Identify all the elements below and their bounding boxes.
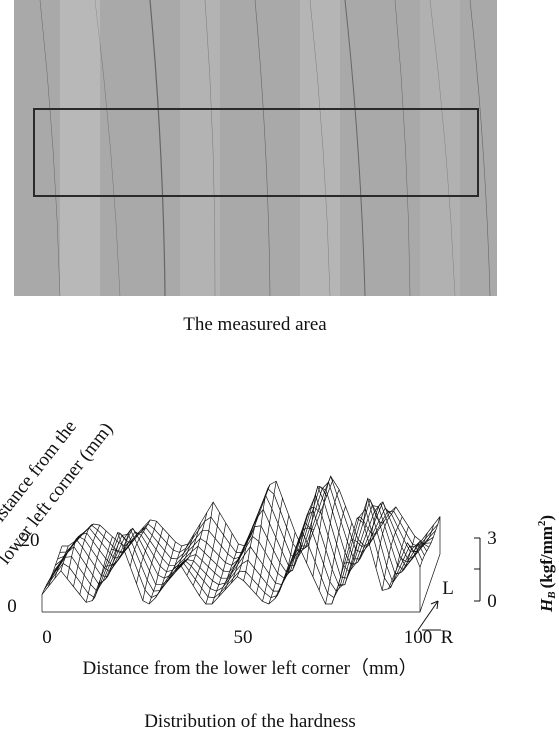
mesh-line	[180, 522, 201, 566]
mesh-line	[325, 506, 346, 605]
wood-grain	[394, 0, 411, 297]
mesh-line	[362, 498, 384, 524]
wood-photo	[14, 0, 497, 297]
photo-background	[14, 0, 497, 296]
mesh-line	[312, 475, 334, 577]
mesh-line	[186, 512, 208, 576]
mesh-line	[331, 522, 353, 605]
wood-grain	[204, 0, 216, 297]
mesh-line	[413, 524, 435, 553]
mesh-line	[224, 545, 246, 591]
mesh-line	[60, 535, 82, 571]
z-symbol: H	[537, 598, 556, 613]
mesh-line	[155, 541, 176, 599]
mesh-line	[356, 516, 378, 535]
mesh-line	[211, 533, 233, 605]
mesh-line	[230, 535, 252, 584]
wood-grain	[94, 0, 121, 297]
mesh-line	[407, 532, 428, 553]
wood-grain	[469, 0, 491, 297]
caption: The measured area	[183, 314, 327, 335]
wood-shade	[180, 0, 220, 296]
z-tick-label: 0	[487, 591, 497, 612]
wood-grain	[344, 0, 366, 297]
z-subscript: B	[546, 591, 558, 599]
x-axis-label: Distance from the lower left corner（mm）	[82, 657, 417, 679]
mesh-line	[338, 539, 359, 587]
x-tick-label: 50	[234, 627, 253, 648]
mesh-line	[419, 516, 441, 568]
wood-shade	[420, 0, 460, 296]
mesh-line	[281, 545, 302, 586]
arrow	[417, 600, 439, 631]
hardness-surface	[41, 475, 441, 613]
mesh-line	[243, 501, 264, 581]
direction-label: L	[442, 578, 454, 599]
mesh-line	[123, 526, 145, 550]
mesh-line	[199, 512, 220, 596]
wood-grain	[254, 0, 271, 297]
z-axis-label: HB (kgf/mm2)	[536, 515, 558, 613]
mesh-line	[148, 534, 170, 605]
arrow-head	[430, 600, 439, 610]
caption: Distribution of the hardness	[144, 711, 356, 732]
mesh-line	[274, 532, 296, 599]
mesh-line	[142, 528, 164, 601]
mesh-line	[381, 516, 403, 591]
mesh-line	[262, 498, 283, 602]
mesh-line	[73, 523, 94, 587]
y-tick-label: 20	[21, 530, 40, 551]
mesh-line	[350, 539, 371, 548]
mesh-line	[375, 506, 397, 568]
mesh-line	[306, 486, 327, 564]
mesh-line	[66, 529, 88, 579]
mesh-line	[167, 543, 189, 578]
mesh-line	[318, 489, 340, 591]
z-tick-label: 3	[487, 528, 497, 549]
wood-grain	[309, 0, 331, 297]
mesh-line	[47, 545, 69, 587]
z-unit: (kgf/mm	[537, 526, 556, 588]
mesh-line	[205, 522, 227, 605]
mesh-line	[218, 543, 239, 598]
mesh-line	[117, 532, 138, 543]
mesh-line	[104, 545, 126, 567]
mesh-line	[388, 526, 409, 590]
mesh-line	[98, 542, 120, 584]
mesh-line	[136, 521, 157, 584]
mesh-line	[129, 519, 151, 567]
mesh-line	[92, 536, 113, 601]
mesh-line	[41, 545, 63, 595]
direction-label: R	[441, 627, 454, 648]
mesh-line	[369, 501, 390, 546]
z-close: )	[537, 515, 556, 521]
mesh-line	[287, 545, 308, 572]
mesh-line	[111, 540, 132, 553]
mesh-line	[161, 545, 183, 588]
wood-grain	[39, 0, 61, 297]
mesh-line	[255, 481, 277, 595]
wood-grain	[429, 0, 456, 297]
mesh-line	[299, 506, 321, 550]
y-tick-label: 0	[7, 596, 17, 617]
wood-shade	[60, 0, 100, 296]
x-tick-label: 100	[404, 627, 433, 648]
mesh-line	[192, 501, 214, 586]
z-exponent: 2	[536, 520, 548, 526]
mesh-line	[400, 540, 422, 563]
x-tick-label: 0	[42, 627, 52, 648]
mesh-line	[85, 530, 107, 603]
mesh-line	[268, 515, 290, 605]
mesh-line	[236, 518, 258, 577]
mesh-line	[249, 484, 271, 588]
measured-area-box	[33, 108, 479, 197]
wood-shade	[300, 0, 340, 296]
mesh-line	[174, 533, 195, 569]
wood-grain	[149, 0, 166, 297]
mesh-line	[344, 545, 365, 565]
mesh-line	[79, 524, 101, 595]
